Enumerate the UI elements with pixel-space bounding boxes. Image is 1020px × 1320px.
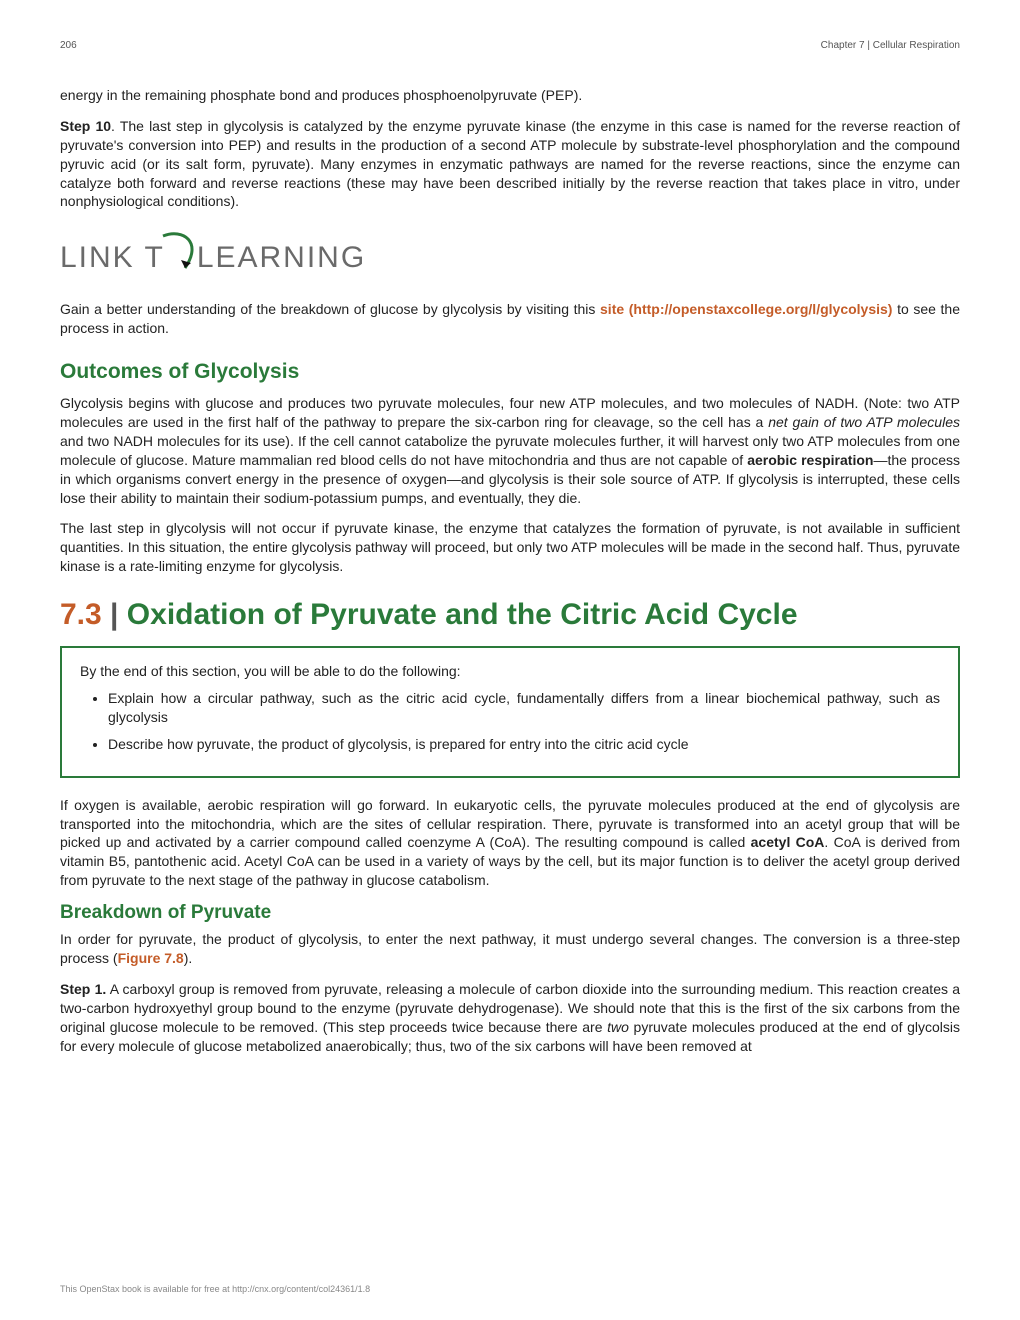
objective-item: Describe how pyruvate, the product of gl… [108,735,940,754]
step-10-label: Step 10 [60,118,111,134]
ltl-paragraph: Gain a better understanding of the break… [60,300,960,338]
breakdown-p1: In order for pyruvate, the product of gl… [60,930,960,968]
section-7-3-heading: 7.3 | Oxidation of Pyruvate and the Citr… [60,598,960,632]
objectives-list: Explain how a circular pathway, such as … [80,689,940,754]
outcomes-heading: Outcomes of Glycolysis [60,360,960,384]
chapter-label: Chapter 7 | Cellular Respiration [821,40,960,51]
section-title: Oxidation of Pyruvate and the Citric Aci… [127,598,798,631]
figure-7-8-link[interactable]: Figure 7.8 [118,950,184,966]
mouse-swoosh-icon [159,236,203,280]
ltl-left: LINK T [60,241,165,275]
step1-label: Step 1. [60,981,106,997]
footer-text: This OpenStax book is available for free… [60,1284,370,1294]
acetyl-coa-bold: acetyl CoA [751,834,825,850]
step-10-body: . The last step in glycolysis is catalyz… [60,118,960,210]
intro-tail-text: energy in the remaining phosphate bond a… [60,86,960,105]
box-intro: By the end of this section, you will be … [80,662,940,681]
ltl-pre: Gain a better understanding of the break… [60,301,600,317]
section-7-3-p1: If oxygen is available, aerobic respirat… [60,796,960,890]
outcomes-p2: The last step in glycolysis will not occ… [60,519,960,576]
glycolysis-link[interactable]: site (http://openstaxcollege.org/l/glyco… [600,301,892,317]
bp1a: In order for pyruvate, the product of gl… [60,931,960,966]
objective-item: Explain how a circular pathway, such as … [108,689,940,727]
link-to-learning-logo: LINK T LEARNING [60,236,960,280]
breakdown-heading: Breakdown of Pyruvate [60,902,960,924]
outcomes-p1: Glycolysis begins with glucose and produ… [60,394,960,507]
section-pipe: | [102,598,127,631]
section-number: 7.3 [60,598,102,631]
breakdown-step1: Step 1. A carboxyl group is removed from… [60,980,960,1056]
outcomes-bold: aerobic respiration [747,452,873,468]
ltl-right: LEARNING [197,241,366,275]
page-number: 206 [60,40,77,51]
learning-objectives-box: By the end of this section, you will be … [60,646,960,778]
step-10-paragraph: Step 10. The last step in glycolysis is … [60,117,960,211]
outcomes-em: net gain of two ATP molecules [768,414,960,430]
bp1b: ). [184,950,193,966]
page-header: 206 Chapter 7 | Cellular Respiration [60,40,960,51]
step1-em: two [607,1019,629,1035]
